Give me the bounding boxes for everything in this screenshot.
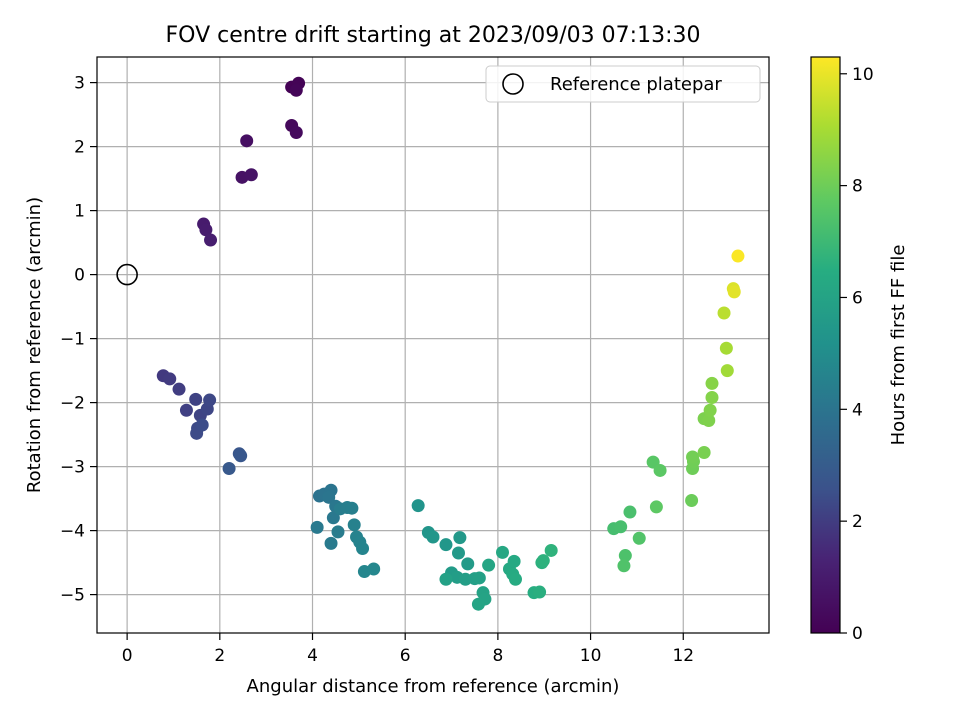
reference-marker <box>116 263 138 286</box>
data-point <box>727 285 741 299</box>
data-point <box>717 306 731 320</box>
data-point <box>367 562 381 576</box>
data-point <box>345 501 359 515</box>
data-point <box>508 572 522 586</box>
data-point <box>199 223 213 237</box>
y-axis-label: Rotation from reference (arcmin) <box>24 197 45 493</box>
x-tick-label: 8 <box>492 646 503 666</box>
y-tick-label: 3 <box>74 74 85 94</box>
data-point <box>507 554 521 568</box>
colorbar-tick-label: 6 <box>852 288 863 308</box>
data-point <box>204 233 218 247</box>
colorbar-label: Hours from first FF file <box>888 245 909 446</box>
legend-box <box>485 65 761 103</box>
y-tick-label: −5 <box>60 586 85 606</box>
x-tick-label: 10 <box>580 646 602 666</box>
data-point <box>697 446 711 460</box>
data-point <box>189 392 203 406</box>
colorbar-tick-label: 2 <box>852 512 863 532</box>
data-point <box>411 499 425 513</box>
data-point <box>426 530 440 544</box>
y-tick-label: −2 <box>60 394 85 414</box>
legend: Reference platepar <box>485 65 761 103</box>
y-tick-label: −3 <box>60 458 85 478</box>
data-point <box>289 126 303 140</box>
data-point <box>617 559 631 573</box>
grid <box>97 57 769 633</box>
data-point <box>632 531 646 545</box>
data-point <box>482 558 496 572</box>
data-point <box>458 572 472 586</box>
data-point <box>685 494 699 508</box>
data-point <box>163 372 177 386</box>
legend-reference-marker <box>502 73 524 95</box>
colorbar-ticks: 0 2 4 6 8 10 <box>840 65 874 644</box>
y-tick-label: −4 <box>60 522 85 542</box>
data-point <box>234 449 248 463</box>
x-tick-label: 12 <box>672 646 694 666</box>
colorbar-tick-label: 4 <box>852 400 863 420</box>
data-point <box>461 557 475 571</box>
scatter-points <box>156 76 745 611</box>
data-point <box>703 403 717 417</box>
data-point <box>324 536 338 550</box>
data-point <box>544 543 558 557</box>
data-point <box>653 463 667 477</box>
data-point <box>326 511 340 525</box>
data-point <box>322 490 336 504</box>
data-point <box>533 585 547 599</box>
legend-reference-label: Reference platepar <box>550 74 722 95</box>
data-point <box>536 554 550 568</box>
data-point <box>451 546 465 560</box>
x-tick-label: 0 <box>122 646 133 666</box>
y-tick-label: 2 <box>74 138 85 158</box>
colorbar-tick-label: 8 <box>852 177 863 197</box>
data-point <box>439 538 453 552</box>
data-point <box>289 83 303 97</box>
data-point <box>172 382 186 396</box>
data-point <box>222 462 236 476</box>
data-point <box>453 531 467 545</box>
x-tick-label: 2 <box>214 646 225 666</box>
x-axis-ticks: 0 2 4 6 8 10 12 <box>122 633 694 666</box>
colorbar <box>810 56 841 634</box>
data-point <box>347 518 361 532</box>
data-point <box>705 376 719 390</box>
data-point <box>471 597 485 611</box>
data-point <box>244 168 258 182</box>
y-tick-label: −1 <box>60 330 85 350</box>
data-point <box>310 520 324 534</box>
data-point <box>720 364 734 378</box>
y-tick-label: 1 <box>74 202 85 222</box>
data-point <box>649 500 663 514</box>
data-point <box>240 134 254 148</box>
data-point <box>702 414 716 428</box>
data-point <box>686 450 700 464</box>
chart-title: FOV centre drift starting at 2023/09/03 … <box>166 23 701 48</box>
data-point <box>705 390 719 404</box>
data-point <box>731 249 745 263</box>
data-point <box>496 545 510 559</box>
y-tick-label: 0 <box>74 266 85 286</box>
x-axis-label: Angular distance from reference (arcmin) <box>247 676 620 697</box>
y-axis-ticks: 3 2 1 0 −1 −2 −3 −4 −5 <box>60 74 97 606</box>
data-point <box>331 525 345 539</box>
data-point <box>623 505 637 519</box>
data-point <box>439 572 453 586</box>
x-tick-label: 4 <box>307 646 318 666</box>
data-point <box>719 341 733 355</box>
data-point <box>203 393 217 407</box>
data-point <box>472 571 486 585</box>
data-point <box>179 403 193 417</box>
data-point <box>356 542 370 556</box>
data-point <box>618 549 632 563</box>
plot-frame <box>96 56 770 634</box>
x-tick-label: 6 <box>400 646 411 666</box>
data-point <box>195 418 209 432</box>
colorbar-tick-label: 10 <box>852 65 874 85</box>
data-point <box>614 520 628 534</box>
colorbar-tick-label: 0 <box>852 624 863 644</box>
